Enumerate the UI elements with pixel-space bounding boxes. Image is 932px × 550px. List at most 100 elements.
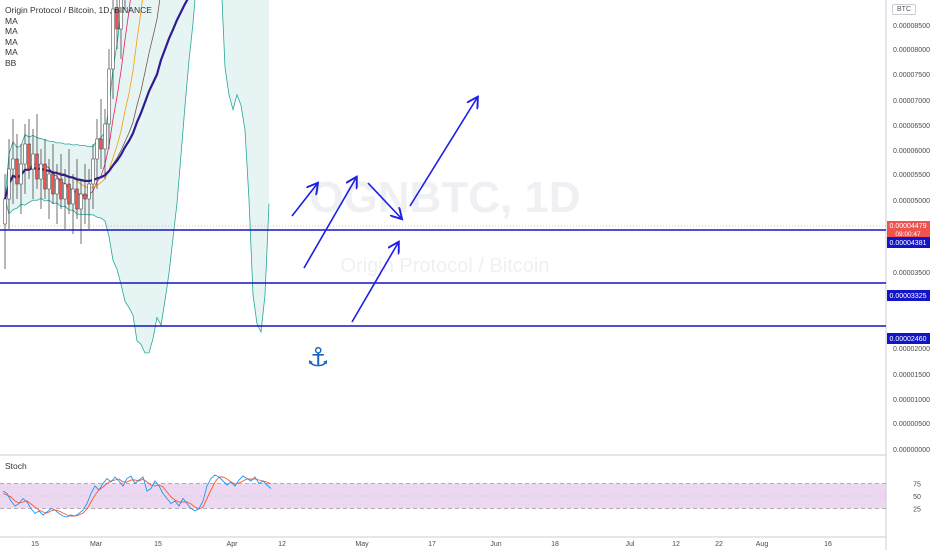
x-tick-label: 18 [551,541,559,548]
candle-body [3,198,7,225]
y-tick-label: 0.00007500 [893,72,930,79]
watermark-symbol: OGNBTC, 1D [309,173,580,222]
candle-body [19,163,23,185]
candle-body [7,168,11,200]
y-tick-label: 0.00008000 [893,47,930,54]
candle [43,139,47,199]
x-tick-label: 17 [428,541,436,548]
level-price-tag-bg [887,237,930,248]
y-tick-label: 0.00002000 [893,346,930,353]
chart-legend: Origin Protocol / Bitcoin, 1D, BINANCE M… [5,5,152,68]
trend-arrow [367,182,401,218]
x-tick-label: 12 [672,541,680,548]
candle [79,179,83,244]
level-price-tag-bg [887,290,930,301]
candle [99,99,103,169]
candle [3,174,7,269]
candle-body [35,153,39,180]
level-price-tag-bg [887,333,930,344]
stoch-title: Stoch [5,461,27,471]
candle-body [91,158,95,185]
candle [91,144,95,209]
x-tick-label: Mar [90,541,103,548]
candle-body [27,143,31,170]
x-tick-label: Jun [490,541,501,548]
indicator-bb[interactable]: BB [5,57,17,68]
x-tick-label: 22 [715,541,723,548]
stoch-level-label: 50 [913,494,921,501]
candle [119,0,123,59]
y-tick-label: 0.00007000 [893,98,930,105]
indicator-ma-4[interactable]: MA [5,47,18,57]
indicator-ma-1[interactable]: MA [5,15,18,26]
x-tick-label: 15 [154,541,162,548]
y-tick-label: 0.00000000 [893,447,930,454]
candle-body [59,178,63,200]
current-price-tag: 0.00004479 [890,223,927,230]
candle-body [51,173,55,195]
level-price-tag: 0.00003325 [890,293,927,300]
stoch-band [0,483,886,509]
countdown-tag: 09:00:47 [895,231,921,238]
candle-body [71,188,75,205]
indicator-ma-3[interactable]: MA [5,36,18,47]
currency-badge[interactable]: BTC [892,4,916,15]
candle-body [95,138,99,160]
candle [95,119,99,189]
candle [63,169,67,229]
candle-body [107,68,111,125]
candle-body [15,158,19,185]
x-tick-label: 12 [278,541,286,548]
candle [31,129,35,199]
level-price-tag: 0.00002460 [890,336,927,343]
y-tick-label: 0.00005000 [893,198,930,205]
x-tick-label: Jul [626,541,635,548]
candle [19,144,23,214]
candle-body [87,183,91,200]
candle [87,169,91,229]
anchor-icon: ⚓ [306,343,329,373]
stoch-d-line [2,476,272,517]
candle-body [75,188,79,210]
y-tick-label: 0.00005500 [893,172,930,179]
candle-body [103,123,107,150]
candle [27,119,31,179]
candle-body [111,8,115,70]
x-tick-label: May [355,541,369,548]
candle [55,164,59,224]
stoch-level-label: 25 [913,507,921,514]
trend-arrow [303,178,356,269]
current-price-tag-bg [887,221,930,239]
level-price-tag: 0.00004381 [890,240,927,247]
trend-arrow [409,98,477,207]
candle [59,154,63,209]
y-tick-label: 0.00000500 [893,421,930,428]
x-tick-label: 15 [31,541,39,548]
indicator-ma-2[interactable]: MA [5,26,18,36]
bollinger-band-fill [5,0,269,353]
candle-body [55,178,59,195]
x-tick-label: Apr [227,541,239,548]
candle-body [39,163,43,180]
candle [107,49,111,149]
y-tick-label: 0.00003500 [893,270,930,277]
candle-body [31,153,35,170]
candle-body [99,138,103,150]
candle [7,139,11,229]
candle-body [115,8,119,30]
candle [75,159,79,219]
candle [11,119,15,204]
chart-title: Origin Protocol / Bitcoin, 1D, BINANCE [5,5,152,15]
candle [35,114,39,189]
bollinger-upper-line [4,0,123,200]
x-tick-label: Aug [756,541,769,548]
candle-body [11,158,15,170]
y-tick-label: 0.00001500 [893,372,930,379]
candle-body [83,193,87,200]
candle [67,149,71,214]
candle [15,134,19,199]
candle-body [43,163,47,190]
stoch-level-label: 75 [913,482,921,489]
